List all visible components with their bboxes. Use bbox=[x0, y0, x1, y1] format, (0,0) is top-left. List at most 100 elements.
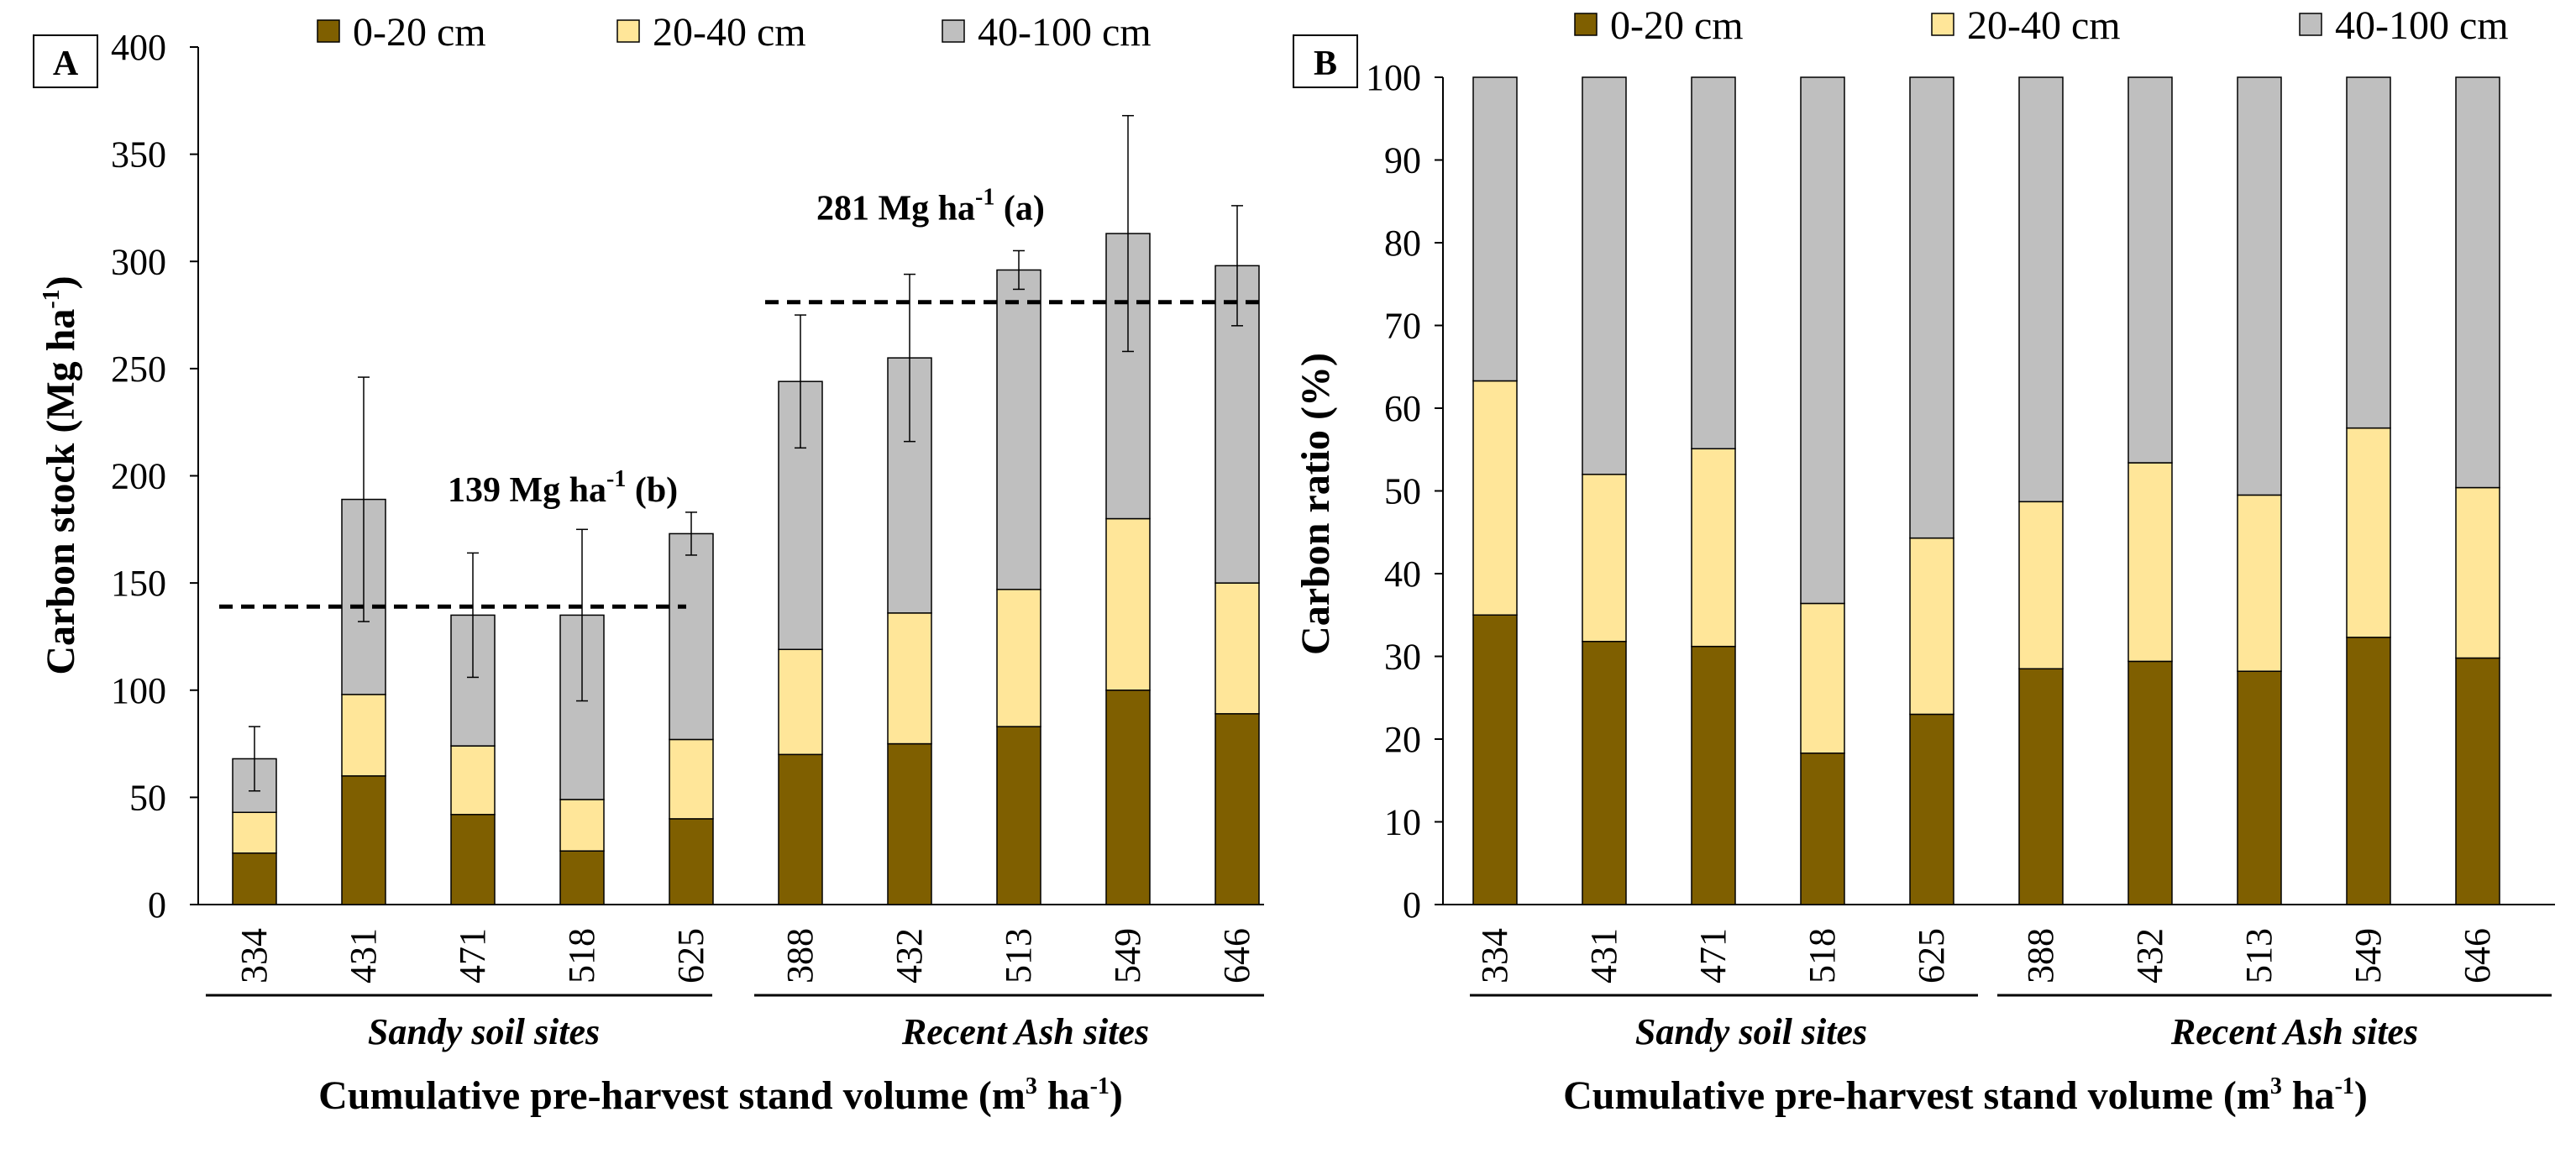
bar-segment-20-40-cm bbox=[2127, 462, 2173, 663]
y-axis-title: Carbon ratio (%) bbox=[1293, 353, 1338, 655]
bar-segment-20-40-cm bbox=[2237, 494, 2282, 672]
x-tick-label: 334 bbox=[233, 928, 275, 984]
legend-swatch bbox=[1931, 13, 1954, 36]
bar-segment-0-20-cm bbox=[1215, 713, 1260, 905]
panel-a: A 0 50 100 150 200 250 300 350 400 334 431 471 518 625… bbox=[33, 10, 1266, 1118]
bar-segment-20-40-cm bbox=[559, 799, 605, 852]
bar-segment-0-20-cm bbox=[669, 818, 714, 905]
bar-segment-20-40-cm bbox=[1909, 537, 1954, 716]
group-label: Recent Ash sites bbox=[2170, 1011, 2418, 1052]
y-tick-label: 250 bbox=[111, 349, 166, 390]
legend-swatch bbox=[2299, 13, 2322, 36]
mean-annotation-letter: (b) bbox=[626, 471, 678, 510]
group-label: Sandy soil sites bbox=[368, 1011, 600, 1052]
y-tick-label: 150 bbox=[111, 563, 166, 604]
bar-segment-0-20-cm bbox=[1472, 614, 1518, 905]
x-tick-label: 388 bbox=[779, 928, 821, 984]
bar-segment-0-20-cm bbox=[2018, 668, 2064, 905]
x-axis-title-sup: -1 bbox=[1090, 1073, 1110, 1099]
bar-segment-20-40-cm bbox=[450, 745, 496, 816]
x-axis-title-mid: ha bbox=[1037, 1073, 1090, 1118]
legend-label: 40-100 cm bbox=[978, 10, 1152, 55]
y-axis-title-text: Carbon ratio (%) bbox=[1293, 353, 1338, 655]
bar-segment-20-40-cm bbox=[232, 811, 277, 854]
bar-segment-20-40-cm bbox=[1691, 448, 1736, 648]
bar-segment-40-100-cm bbox=[996, 269, 1041, 590]
y-tick-label: 0 bbox=[148, 884, 166, 926]
bar-segment-0-20-cm bbox=[341, 775, 386, 905]
y-tick-label: 100 bbox=[1366, 57, 1421, 98]
x-axis-title-mid: ha bbox=[2282, 1073, 2335, 1118]
bar-segment-40-100-cm bbox=[1800, 76, 1845, 605]
x-tick-label: 432 bbox=[2129, 928, 2170, 984]
y-tick-label: 30 bbox=[1384, 637, 1421, 678]
bar-segment-40-100-cm bbox=[1582, 76, 1627, 475]
x-tick-label: 513 bbox=[998, 928, 1039, 984]
bar-segment-40-100-cm bbox=[1909, 76, 1954, 539]
y-tick-label: 90 bbox=[1384, 140, 1421, 181]
y-tick-label: 200 bbox=[111, 456, 166, 497]
group-label: Sandy soil sites bbox=[1635, 1011, 1867, 1052]
bar-segment-20-40-cm bbox=[2346, 427, 2391, 638]
x-axis-title-close: ) bbox=[2354, 1073, 2368, 1118]
bar-segment-0-20-cm bbox=[559, 850, 605, 905]
legend-label: 0-20 cm bbox=[353, 10, 486, 55]
bar-segment-40-100-cm bbox=[2455, 76, 2500, 489]
bar-segment-40-100-cm bbox=[1472, 76, 1518, 382]
bar-segment-40-100-cm bbox=[669, 532, 714, 741]
x-axis-title: Cumulative pre-harvest stand volume (m3 … bbox=[1563, 1073, 2368, 1118]
bar-segment-0-20-cm bbox=[1800, 752, 1845, 905]
mean-annotation-value: 139 Mg ha bbox=[448, 471, 606, 510]
panel-label: A bbox=[53, 45, 79, 83]
y-tick-label: 300 bbox=[111, 241, 166, 282]
y-tick-label: 0 bbox=[1403, 884, 1421, 926]
mean-annotation-letter: (a) bbox=[994, 190, 1044, 228]
x-axis-title-sup: -1 bbox=[2335, 1073, 2354, 1099]
bar-segment-0-20-cm bbox=[2455, 657, 2500, 905]
bar-segment-40-100-cm bbox=[1691, 76, 1736, 450]
x-tick-label: 646 bbox=[1216, 928, 1257, 984]
bar-segment-0-20-cm bbox=[450, 814, 496, 905]
bar-segment-0-20-cm bbox=[1909, 713, 1954, 905]
legend-label: 40-100 cm bbox=[2335, 3, 2509, 48]
x-tick-label: 646 bbox=[2457, 928, 2498, 984]
mean-annotation-value: 281 Mg ha bbox=[816, 190, 975, 228]
bar-segment-0-20-cm bbox=[232, 852, 277, 905]
legend-swatch bbox=[317, 19, 340, 43]
y-axis-title-sup: -1 bbox=[39, 289, 65, 308]
x-axis-title-text: Cumulative pre-harvest stand volume (m bbox=[1563, 1073, 2270, 1118]
x-axis-title-sup: 3 bbox=[2270, 1073, 2282, 1099]
mean-annotation: 139 Mg ha-1 (b) bbox=[448, 466, 678, 510]
bar-segment-0-20-cm bbox=[1105, 690, 1151, 905]
panel-b: B 0 10 20 30 40 50 60 70 80 90 100 334 431 471 518 625 38… bbox=[1293, 3, 2555, 1118]
bar-segment-20-40-cm bbox=[1800, 602, 1845, 754]
x-axis-title-text: Cumulative pre-harvest stand volume (m bbox=[318, 1073, 1026, 1118]
x-tick-label: 431 bbox=[1583, 928, 1624, 984]
x-tick-label: 625 bbox=[670, 928, 711, 984]
y-tick-label: 100 bbox=[111, 670, 166, 711]
y-tick-label: 80 bbox=[1384, 223, 1421, 264]
x-axis-title-close: ) bbox=[1110, 1073, 1123, 1118]
bar-segment-0-20-cm bbox=[1691, 645, 1736, 905]
bar-segment-20-40-cm bbox=[669, 738, 714, 820]
legend-label: 20-40 cm bbox=[1967, 3, 2121, 48]
y-tick-label: 70 bbox=[1384, 306, 1421, 347]
bar-segment-20-40-cm bbox=[1105, 517, 1151, 691]
bar-segment-20-40-cm bbox=[778, 648, 823, 756]
bar-segment-0-20-cm bbox=[996, 726, 1041, 905]
x-tick-label: 431 bbox=[343, 928, 384, 984]
bar-segment-20-40-cm bbox=[887, 612, 932, 745]
group-label: Recent Ash sites bbox=[901, 1011, 1149, 1052]
y-tick-label: 50 bbox=[129, 777, 166, 818]
bar-segment-0-20-cm bbox=[778, 753, 823, 905]
y-axis-title-text: Carbon stock (Mg ha bbox=[39, 309, 83, 675]
mean-annotation-sup: -1 bbox=[975, 185, 994, 211]
legend-label: 0-20 cm bbox=[1610, 3, 1744, 48]
mean-annotation: 281 Mg ha-1 (a) bbox=[816, 185, 1045, 228]
x-tick-label: 518 bbox=[1802, 928, 1843, 984]
panel-label-box bbox=[33, 34, 98, 88]
x-tick-label: 471 bbox=[1692, 928, 1734, 984]
y-tick-label: 50 bbox=[1384, 471, 1421, 512]
legend-swatch bbox=[616, 19, 640, 43]
bar-segment-40-100-cm bbox=[2237, 76, 2282, 496]
